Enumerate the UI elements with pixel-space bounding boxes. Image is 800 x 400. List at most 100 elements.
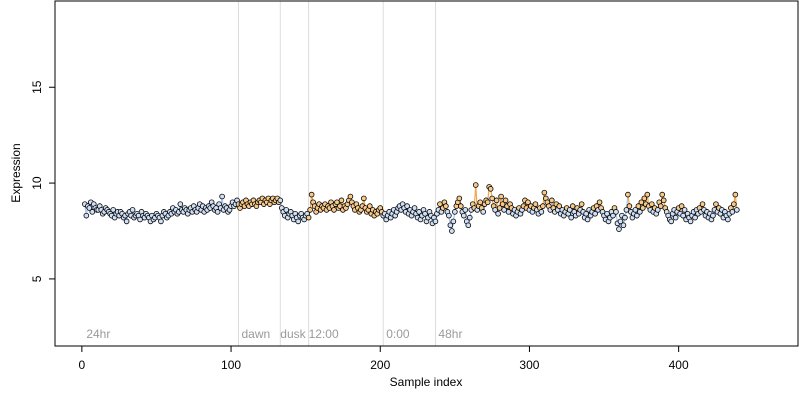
data-point [501, 207, 507, 213]
data-point [465, 222, 472, 229]
y-axis: 5 10 15 [30, 80, 56, 282]
y-tick-label: 15 [30, 80, 44, 94]
data-point [89, 209, 96, 215]
data-point [610, 212, 616, 219]
data-point [86, 205, 93, 211]
data-point [307, 207, 313, 213]
data-point [678, 203, 685, 209]
data-point [692, 214, 698, 221]
data-point [480, 209, 486, 215]
data-point [489, 195, 495, 202]
data-point [404, 203, 410, 209]
data-point [623, 207, 630, 213]
data-point [443, 203, 449, 209]
data-point [466, 214, 473, 221]
data-point [729, 209, 736, 215]
data-point [449, 228, 455, 234]
data-point [277, 197, 284, 204]
x-axis-title: Sample index [390, 375, 463, 389]
data-point [295, 218, 301, 225]
data-point [525, 199, 531, 206]
data-point [495, 210, 501, 217]
data-point [620, 222, 627, 229]
data-point [334, 199, 340, 206]
data-point [668, 218, 674, 225]
plot-frame [54, 0, 799, 347]
data-point [613, 209, 619, 215]
x-axis: 0 100 200 300 400 [79, 345, 689, 372]
data-point [338, 197, 345, 204]
data-point [83, 212, 90, 219]
data-point [305, 214, 312, 221]
phase-vlines [238, 1, 436, 346]
data-point [541, 189, 548, 196]
data-point [214, 209, 221, 215]
data-point [219, 193, 225, 200]
data-point [732, 191, 739, 198]
data-point [447, 222, 454, 229]
data-point [411, 205, 418, 211]
phase-annotation: dawn [241, 327, 270, 341]
data-point [617, 218, 624, 225]
data-point [422, 210, 428, 217]
data-point [456, 195, 463, 202]
data-point [622, 214, 628, 221]
phase-annotation: 12:00 [309, 327, 339, 341]
phase-annotation: 0:00 [386, 327, 410, 341]
x-tick-label: 300 [519, 358, 539, 372]
phase-annotation: 48hr [438, 327, 462, 341]
data-point [731, 201, 737, 207]
data-point [699, 201, 706, 207]
data-point [734, 207, 740, 213]
data-point [648, 201, 655, 207]
data-point [472, 182, 479, 188]
data-point [484, 199, 491, 206]
y-tick-label: 10 [30, 176, 44, 190]
x-tick-label: 400 [669, 358, 689, 372]
data-point [540, 203, 546, 209]
data-point [538, 209, 545, 215]
data-point [549, 197, 555, 204]
data-point [654, 207, 661, 213]
data-point [137, 216, 143, 223]
data-point [502, 197, 509, 204]
data-point [632, 207, 639, 213]
data-point [659, 191, 666, 198]
data-point [493, 197, 500, 204]
data-point [638, 199, 645, 206]
data-point [452, 209, 458, 215]
data-point [644, 191, 651, 198]
data-point [657, 203, 664, 209]
data-point [625, 191, 631, 198]
data-point [499, 201, 506, 207]
data-point [596, 199, 603, 206]
y-axis-title: Expression [9, 143, 23, 202]
data-point [616, 226, 622, 232]
data-point [556, 203, 563, 209]
phase-annotation: dusk [280, 327, 306, 341]
data-point [462, 207, 469, 213]
data-point [505, 209, 512, 215]
data-point [672, 214, 679, 221]
data-point [660, 197, 667, 204]
data-point [584, 216, 591, 223]
data-point [583, 210, 589, 217]
data-point [641, 195, 648, 202]
data-point [498, 193, 504, 200]
data-point [129, 207, 136, 213]
data-point [458, 203, 464, 209]
x-tick-label: 200 [370, 358, 390, 372]
data-point [681, 207, 688, 213]
data-point [361, 195, 367, 202]
data-point [347, 193, 354, 200]
data-point [492, 207, 498, 213]
x-tick-label: 100 [221, 358, 241, 372]
data-point [158, 218, 164, 225]
data-point [634, 212, 640, 219]
data-point [710, 212, 716, 219]
data-point [725, 216, 731, 223]
data-point [532, 201, 539, 207]
data-point [446, 212, 452, 219]
data-point [680, 212, 686, 219]
